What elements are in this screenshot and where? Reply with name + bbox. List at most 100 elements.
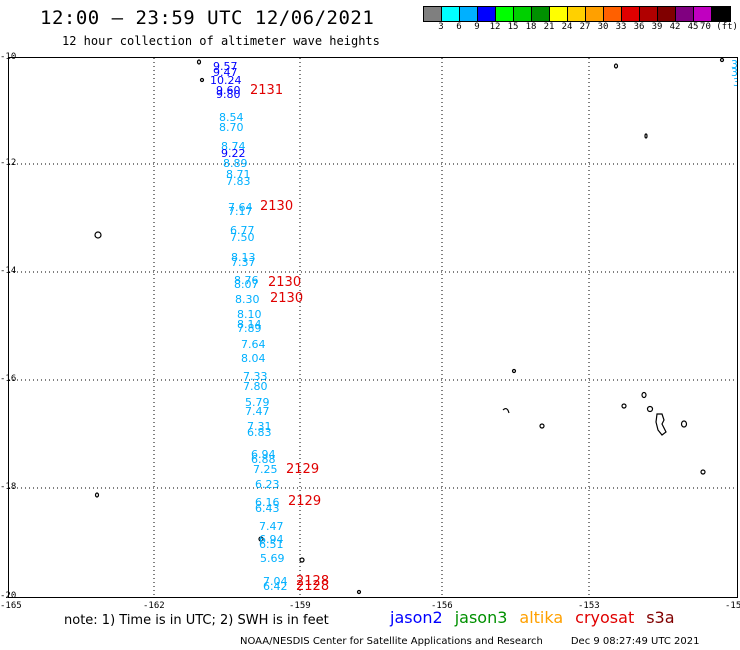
colorbar-tick-label: 21 xyxy=(543,22,555,32)
pass-time-label: 2129 xyxy=(288,494,322,509)
wave-height-value: 7.89 xyxy=(237,322,262,335)
wave-height-value: 9.22 xyxy=(221,147,246,160)
wave-height-value: 5.79 xyxy=(245,396,270,409)
colorbar-tick-label: 6 xyxy=(456,22,462,32)
wave-height-value: 7.31 xyxy=(247,420,272,433)
pass-time-label: 2128 xyxy=(296,574,330,589)
colorbar-swatch xyxy=(712,7,730,21)
x-axis-label: -165 xyxy=(0,601,22,611)
colorbar-tick-label: 42 xyxy=(669,22,681,32)
wave-height-value: 7.80 xyxy=(243,380,268,393)
wave-height-value: 8.74 xyxy=(221,140,246,153)
wave-height-value: 9.47 xyxy=(213,66,238,79)
wave-height-value: 7.25 xyxy=(253,463,278,476)
colorbar-tick-label: 15 xyxy=(507,22,519,32)
pass-time-label: 2130 xyxy=(270,291,304,306)
colorbar-swatch xyxy=(586,7,604,21)
wave-height-value: 8.07 xyxy=(234,278,259,291)
wave-height-value: 8.30 xyxy=(235,293,260,306)
wave-height-value: 8.13 xyxy=(231,251,256,264)
legend-cryosat: cryosat xyxy=(575,608,635,627)
island-outline xyxy=(621,403,627,409)
wave-height-value: 8.70 xyxy=(219,121,244,134)
legend-jason3: jason3 xyxy=(454,608,508,627)
wave-height-value: 7.83 xyxy=(226,175,251,188)
colorbar-swatch xyxy=(460,7,478,21)
island-outline xyxy=(511,368,517,374)
wave-height-value: 6.77 xyxy=(230,224,255,237)
colorbar-swatch xyxy=(532,7,550,21)
footer-credit: NOAA/NESDIS Center for Satellite Applica… xyxy=(240,636,727,647)
x-axis-label: -162 xyxy=(143,601,165,611)
pass-time-label: 2129 xyxy=(286,462,320,477)
colorbar-swatch xyxy=(694,7,712,21)
island-outline xyxy=(94,492,100,498)
graticule xyxy=(9,58,737,597)
pass-time-label: 2131 xyxy=(250,83,284,98)
island-outline xyxy=(356,589,362,595)
island-outline xyxy=(655,413,667,436)
wave-height-value: 6.42 xyxy=(263,580,288,593)
wave-height-value: 7.04 xyxy=(263,575,288,588)
wave-height-value: 7.64 xyxy=(241,338,266,351)
wave-height-value: 7.47 xyxy=(245,405,270,418)
legend-jason2: jason2 xyxy=(390,608,443,627)
wave-height-value: 8.04 xyxy=(241,352,266,365)
wave-height-value: 8.71 xyxy=(226,168,251,181)
colorbar-swatch xyxy=(640,7,658,21)
wave-height-map[interactable]: 9.57 9.47 10.24 9.60 9.80 8.54 8.70 8.74 9.22 8.8… xyxy=(8,57,738,598)
colorbar-swatch xyxy=(424,7,442,21)
island-outline xyxy=(646,405,654,413)
wave-height-value: 3 xyxy=(733,76,737,89)
wave-height-value: 6.16 xyxy=(255,496,280,509)
island-outline xyxy=(641,391,647,399)
colorbar-tick-label: 27 xyxy=(579,22,591,32)
colorbar-swatch xyxy=(514,7,532,21)
island-outline xyxy=(680,420,688,428)
wave-height-value: 3. xyxy=(731,58,738,71)
pass-time-label: 2130 xyxy=(260,199,294,214)
wave-height-value: 8.54 xyxy=(219,111,244,124)
wave-height-value: 8.10 xyxy=(237,308,262,321)
islands xyxy=(94,58,725,595)
island-outline xyxy=(644,133,648,139)
island-outline xyxy=(700,469,706,475)
wave-height-value: 6.51 xyxy=(259,538,284,551)
island-outline xyxy=(539,423,545,429)
island-outline xyxy=(258,536,264,542)
island-outline xyxy=(94,231,102,239)
wave-height-value: 6.23 xyxy=(255,478,280,491)
colorbar-tick-label: 12 xyxy=(489,22,501,32)
wave-height-value: 6.94 xyxy=(259,533,284,546)
wave-height-value: 3 xyxy=(731,66,738,79)
map-canvas xyxy=(9,58,737,597)
island-outline xyxy=(719,58,725,63)
island-outline xyxy=(502,407,510,414)
colorbar-tick-label: 30 xyxy=(597,22,609,32)
colorbar xyxy=(423,6,731,22)
colorbar-tick-label: 45 xyxy=(687,22,699,32)
wave-height-value: 9.80 xyxy=(216,88,241,101)
wave-height-value: 9.60 xyxy=(216,84,241,97)
wave-height-value: 7.50 xyxy=(230,231,255,244)
colorbar-swatch xyxy=(622,7,640,21)
wave-height-value: 8.76 xyxy=(234,274,259,287)
colorbar-tick-label: 70 (ft) xyxy=(700,22,738,32)
wave-height-value: 8.14 xyxy=(237,318,262,331)
colorbar-tick-label: 39 xyxy=(651,22,663,32)
colorbar-swatch xyxy=(496,7,514,21)
wave-height-value: 7.47 xyxy=(259,520,284,533)
wave-height-value: 6.94 xyxy=(251,448,276,461)
satellite-legend: jason2 jason3 altika cryosat s3a xyxy=(390,608,687,627)
colorbar-tick-label: 3 xyxy=(438,22,444,32)
page-subtitle: 12 hour collection of altimeter wave hei… xyxy=(62,34,380,48)
colorbar-swatch xyxy=(676,7,694,21)
colorbar-swatch xyxy=(568,7,586,21)
colorbar-labels: 3 6 9 12 15 18 21 24 27 30 33 36 39 42 45 70 (ft) xyxy=(423,22,740,34)
x-axis-label: -153 xyxy=(578,601,600,611)
footer-note: note: 1) Time is in UTC; 2) SWH is in fe… xyxy=(64,613,329,628)
island-outline xyxy=(196,59,202,65)
credit-text: NOAA/NESDIS Center for Satellite Applica… xyxy=(240,636,543,647)
wave-height-value: 6.88 xyxy=(251,453,276,466)
wave-height-value: 10.24 xyxy=(210,74,242,87)
